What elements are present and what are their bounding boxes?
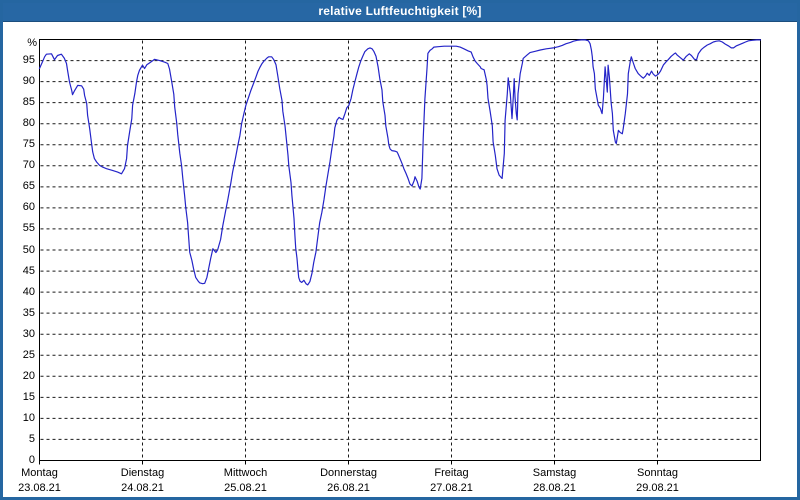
plot-frame xyxy=(39,39,761,461)
chart-title: relative Luftfeuchtigkeit [%] xyxy=(318,4,482,18)
y-tick-label: 50 xyxy=(22,243,35,256)
y-tick-label: 45 xyxy=(22,264,35,277)
y-tick-label: 30 xyxy=(22,327,35,340)
day-name-label: Dienstag xyxy=(120,467,165,479)
y-tick-label: 40 xyxy=(22,285,35,298)
day-date-label: 28.08.21 xyxy=(533,482,576,494)
y-tick-label: 10 xyxy=(22,411,35,424)
day-name-label: Montag xyxy=(21,467,58,479)
day-name-label: Samstag xyxy=(532,467,577,479)
y-tick-label: 60 xyxy=(22,201,35,214)
day-name-label: Mittwoch xyxy=(223,467,268,479)
y-tick-label: 65 xyxy=(22,180,35,193)
y-tick-label: 15 xyxy=(22,390,35,403)
day-name-label: Freitag xyxy=(434,467,469,479)
day-date-label: 26.08.21 xyxy=(327,482,370,494)
y-tick-label: 80 xyxy=(22,117,35,130)
day-date-label: 24.08.21 xyxy=(121,482,164,494)
day-name-label: Sonntag xyxy=(637,467,678,479)
day-name-label: Donnerstag xyxy=(320,467,377,479)
y-tick-label: 95 xyxy=(22,54,35,67)
day-date-label: 23.08.21 xyxy=(18,482,61,494)
y-axis-unit-label: % xyxy=(27,37,37,49)
y-tick-label: 70 xyxy=(22,159,35,172)
day-date-label: 29.08.21 xyxy=(636,482,679,494)
y-tick-label: 20 xyxy=(22,369,35,382)
y-tick-label: 0 xyxy=(28,454,35,466)
humidity-data-line xyxy=(38,39,762,286)
day-date-label: 25.08.21 xyxy=(224,482,267,494)
y-tick-label: 5 xyxy=(28,432,35,445)
y-tick-label: 55 xyxy=(22,222,35,235)
y-tick-label: 85 xyxy=(22,96,35,109)
y-tick-label: 75 xyxy=(22,138,35,151)
y-tick-label: 25 xyxy=(22,348,35,361)
day-date-label: 27.08.21 xyxy=(430,482,473,494)
y-tick-label: 35 xyxy=(22,306,35,319)
y-tick-label: 90 xyxy=(22,75,35,88)
